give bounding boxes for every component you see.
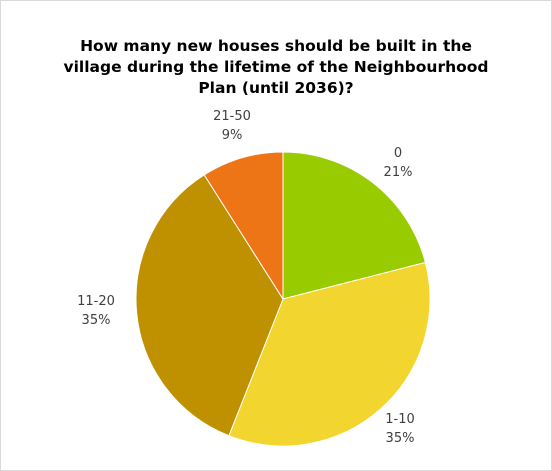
pie-slice-1-10 [228,261,431,447]
data-label-21-50: 21-50 9% [213,109,251,143]
data-label-percent: 35% [386,431,415,446]
data-label-category: 21-50 [213,109,251,124]
data-label-1-10: 1-10 35% [385,412,415,446]
data-label-11-20: 11-20 35% [77,294,115,328]
data-label-percent: 21% [384,165,413,180]
data-label-percent: 9% [222,128,243,143]
pie-slice-0 [282,151,426,300]
pie-slice-11-20 [135,174,284,437]
chart-title: How many new houses should be built in t… [63,37,489,97]
data-label-category: 1-10 [385,412,415,427]
data-label-0: 021% [384,146,413,180]
pie-slice-21-50 [203,151,284,301]
data-label-category: 0 [394,146,402,161]
data-label-category: 11-20 [77,294,115,309]
data-label-percent: 35% [82,313,111,328]
